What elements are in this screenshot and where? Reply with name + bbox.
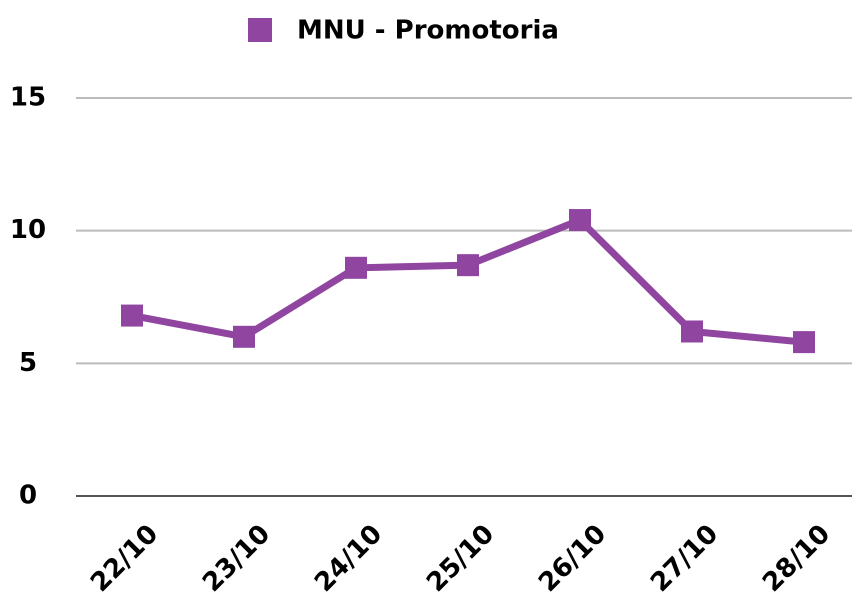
x-tick-label: 24/10 <box>309 519 388 598</box>
point-marker <box>121 304 143 327</box>
y-tick-label: 10 <box>10 215 46 245</box>
point-marker <box>569 209 591 232</box>
legend-swatch <box>248 18 272 42</box>
x-tick-label: 25/10 <box>421 519 500 598</box>
y-tick-label: 15 <box>10 83 46 113</box>
x-tick-label: 26/10 <box>533 519 612 598</box>
y-tick-label: 5 <box>19 348 37 378</box>
point-marker <box>793 331 815 354</box>
point-marker <box>345 256 367 279</box>
x-tick-label: 22/10 <box>85 519 164 598</box>
point-marker <box>681 320 703 343</box>
legend-label: MNU - Promotoria <box>297 16 559 46</box>
series-line <box>131 216 805 346</box>
point-marker <box>457 254 479 277</box>
x-tick-label: 23/10 <box>197 519 276 598</box>
x-tick-label: 28/10 <box>757 519 836 598</box>
point-marker <box>233 325 255 348</box>
x-tick-label: 27/10 <box>645 519 724 598</box>
y-tick-label: 0 <box>19 481 37 511</box>
